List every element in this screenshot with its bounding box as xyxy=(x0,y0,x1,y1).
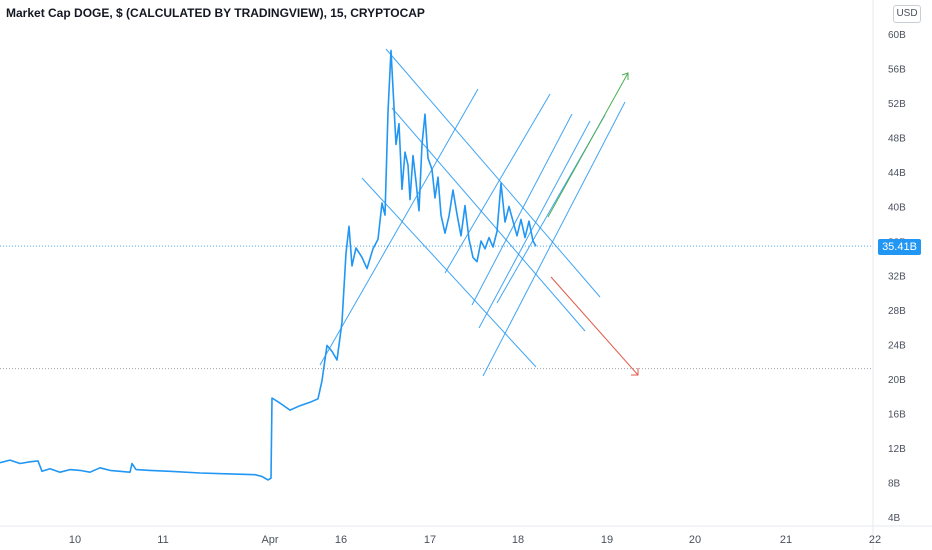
chart-title: Market Cap DOGE, $ (CALCULATED BY TRADIN… xyxy=(6,6,425,20)
series-line xyxy=(0,49,537,481)
x-tick-label: 17 xyxy=(424,534,436,546)
y-tick-label: 40B xyxy=(888,203,906,214)
y-tick-label: 28B xyxy=(888,306,906,317)
x-tick-label: 11 xyxy=(157,534,168,546)
down-arrow-head xyxy=(631,368,639,376)
down-arrow-line xyxy=(550,276,639,376)
x-tick-label: 16 xyxy=(335,534,347,546)
x-tick-label: 10 xyxy=(69,534,81,546)
y-tick-label: 16B xyxy=(888,410,906,421)
y-tick-label: 12B xyxy=(888,444,906,455)
x-tick-label: 18 xyxy=(512,534,524,546)
descending-trendline xyxy=(361,177,537,368)
x-tick-label: 20 xyxy=(689,534,701,546)
y-axis: 60B56B52B48B44B40B36B32B28B24B20B16B12B8… xyxy=(888,30,906,524)
y-tick-label: 48B xyxy=(888,134,906,145)
up-arrow-head xyxy=(621,72,629,80)
series-group xyxy=(0,49,537,481)
y-tick-label: 44B xyxy=(888,168,906,179)
up-arrow-line xyxy=(547,72,629,218)
trendlines xyxy=(319,48,639,377)
y-tick-label: 32B xyxy=(888,272,906,283)
x-tick-label: 22 xyxy=(869,534,881,546)
x-tick-label: Apr xyxy=(261,534,278,546)
ascending-trendline xyxy=(471,113,573,306)
ascending-trendline xyxy=(444,93,551,274)
ascending-trendline xyxy=(478,120,591,329)
y-tick-label: 60B xyxy=(888,30,906,41)
x-tick-label: 21 xyxy=(780,534,792,546)
y-tick-label: 4B xyxy=(888,513,901,524)
y-tick-label: 56B xyxy=(888,65,906,76)
y-tick-label: 8B xyxy=(888,479,901,490)
ascending-trendline xyxy=(482,101,626,377)
last-price-label: 35.41B xyxy=(878,239,921,255)
reference-lines xyxy=(0,245,873,370)
y-tick-label: 24B xyxy=(888,341,906,352)
x-axis: 10 11 Apr 16 17 18 19 20 21 22 xyxy=(69,534,881,546)
y-tick-label: 20B xyxy=(888,375,906,386)
ascending-trendline xyxy=(319,88,479,366)
y-tick-label: 52B xyxy=(888,99,906,110)
currency-button[interactable]: USD xyxy=(893,5,921,23)
descending-trendline xyxy=(391,107,586,332)
x-tick-label: 19 xyxy=(601,534,613,546)
descending-trendline xyxy=(385,48,601,298)
